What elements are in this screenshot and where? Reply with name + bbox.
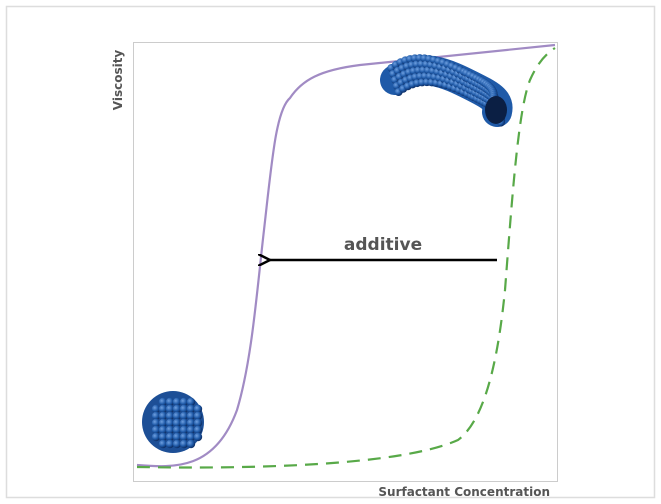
diagram: Viscosity Surfactant Concentration addit… bbox=[0, 0, 661, 504]
x-axis-label: Surfactant Concentration bbox=[378, 485, 550, 499]
bead bbox=[194, 433, 202, 441]
y-axis-label: Viscosity bbox=[111, 50, 125, 111]
spherical-micelle bbox=[142, 391, 204, 453]
bead bbox=[187, 440, 195, 448]
annotation: additive bbox=[344, 235, 422, 255]
